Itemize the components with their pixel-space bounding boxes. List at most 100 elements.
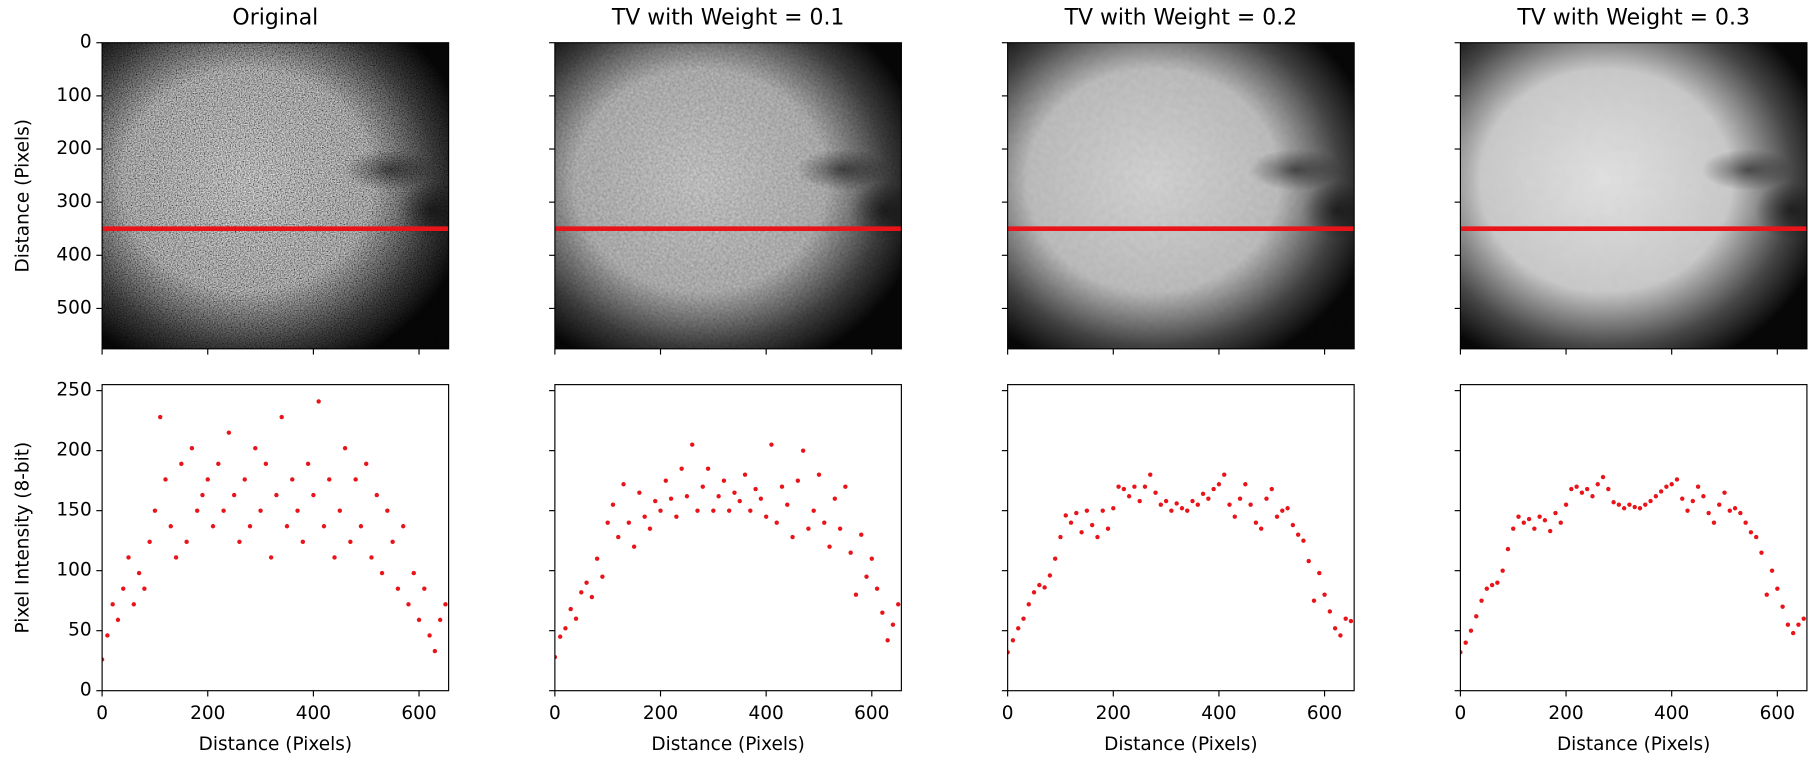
point bbox=[422, 586, 427, 591]
point bbox=[1290, 522, 1296, 528]
point bbox=[1637, 506, 1643, 511]
point bbox=[1248, 502, 1253, 507]
point bbox=[732, 490, 737, 495]
point bbox=[1306, 558, 1311, 564]
point bbox=[1200, 491, 1206, 497]
x-tick-label: 400 bbox=[749, 703, 784, 724]
point bbox=[1711, 520, 1717, 525]
point bbox=[385, 508, 390, 513]
point bbox=[1801, 616, 1806, 621]
axes-frame bbox=[1459, 42, 1808, 350]
point bbox=[316, 399, 321, 404]
x-tick-label: 0 bbox=[1002, 703, 1014, 724]
point bbox=[1084, 508, 1090, 513]
point bbox=[1010, 638, 1016, 643]
point bbox=[1148, 472, 1153, 477]
point bbox=[205, 477, 210, 482]
x-tick-label: 0 bbox=[1455, 703, 1467, 724]
point bbox=[1537, 514, 1542, 519]
point bbox=[616, 534, 621, 540]
point bbox=[822, 520, 827, 525]
point bbox=[1690, 498, 1696, 504]
panel-title: TV with Weight = 0.2 bbox=[1064, 5, 1298, 30]
point bbox=[1338, 633, 1343, 638]
point bbox=[247, 524, 253, 529]
y-tick-label: 150 bbox=[56, 500, 91, 521]
point bbox=[563, 626, 568, 631]
point bbox=[179, 461, 184, 467]
point bbox=[1495, 580, 1500, 585]
point bbox=[705, 466, 711, 471]
point bbox=[880, 610, 885, 615]
x-tick-label: 600 bbox=[854, 703, 889, 724]
point bbox=[869, 556, 874, 561]
image-vignette bbox=[102, 42, 449, 349]
point bbox=[1137, 498, 1142, 504]
point bbox=[1280, 508, 1285, 513]
point bbox=[684, 494, 690, 499]
y-tick-label: 0 bbox=[80, 32, 92, 53]
point bbox=[300, 539, 306, 545]
point bbox=[1042, 585, 1047, 590]
x-tick-label: 600 bbox=[1760, 703, 1795, 724]
x-tick-label: 200 bbox=[1548, 703, 1583, 724]
point bbox=[216, 461, 221, 467]
point bbox=[1295, 532, 1301, 537]
point bbox=[279, 414, 284, 420]
axes-frame bbox=[554, 42, 902, 350]
point bbox=[1169, 508, 1174, 513]
point bbox=[1606, 486, 1611, 492]
point bbox=[1643, 502, 1648, 507]
y-tick-label: 250 bbox=[56, 380, 91, 401]
point bbox=[110, 602, 115, 607]
point bbox=[1685, 508, 1690, 513]
point bbox=[131, 602, 136, 607]
point bbox=[1542, 518, 1548, 523]
point bbox=[1311, 598, 1317, 603]
point bbox=[210, 524, 216, 529]
x-axis-label: Distance (Pixels) bbox=[1104, 734, 1257, 755]
point bbox=[1237, 496, 1243, 501]
point bbox=[1264, 496, 1269, 501]
point bbox=[1621, 506, 1627, 511]
point bbox=[1616, 502, 1622, 507]
point bbox=[136, 570, 142, 576]
point bbox=[258, 508, 263, 513]
point bbox=[142, 586, 147, 591]
x-tick-label: 600 bbox=[401, 703, 436, 724]
point bbox=[1031, 590, 1037, 595]
point bbox=[1116, 484, 1121, 489]
axes-frame bbox=[554, 384, 902, 692]
point bbox=[395, 586, 401, 591]
point bbox=[642, 514, 647, 519]
point bbox=[1600, 474, 1606, 480]
point bbox=[1595, 482, 1600, 487]
point bbox=[594, 556, 600, 561]
point bbox=[1253, 520, 1259, 525]
point bbox=[631, 544, 637, 549]
image bbox=[554, 42, 902, 349]
point bbox=[121, 586, 126, 591]
point bbox=[321, 524, 327, 529]
panel-title: TV with Weight = 0.3 bbox=[1516, 5, 1750, 30]
point bbox=[1574, 484, 1579, 489]
point bbox=[1322, 592, 1327, 597]
point bbox=[716, 494, 721, 499]
point bbox=[1521, 520, 1526, 525]
point bbox=[364, 461, 369, 467]
axes-frame bbox=[1459, 384, 1808, 692]
point bbox=[1243, 482, 1248, 487]
point bbox=[1063, 513, 1068, 518]
point bbox=[337, 508, 342, 513]
point bbox=[126, 555, 131, 560]
point bbox=[1553, 510, 1558, 516]
axes-frame bbox=[1007, 42, 1355, 350]
point bbox=[1195, 502, 1200, 507]
point bbox=[1343, 616, 1348, 621]
point bbox=[194, 508, 200, 513]
y-tick-label: 200 bbox=[56, 440, 91, 461]
point bbox=[896, 602, 901, 607]
image bbox=[102, 42, 449, 349]
point bbox=[295, 508, 300, 513]
